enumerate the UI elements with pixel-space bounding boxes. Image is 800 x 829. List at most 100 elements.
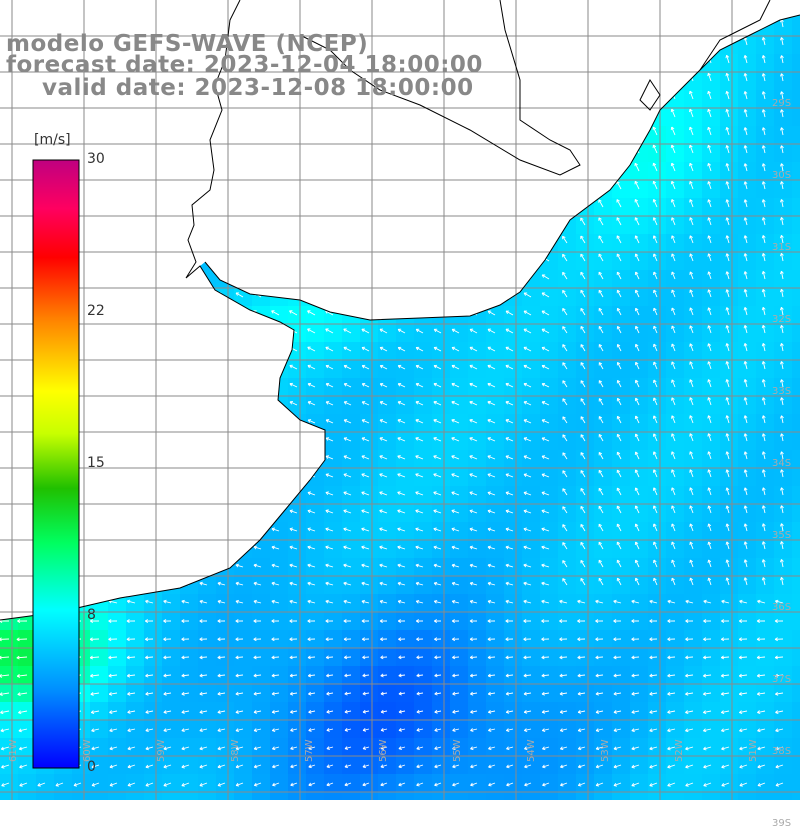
field-cell	[234, 216, 253, 235]
wind-arrow	[581, 38, 585, 45]
field-cell	[702, 378, 721, 397]
field-cell	[738, 144, 757, 163]
wind-arrow	[164, 383, 171, 387]
field-cell	[486, 234, 505, 253]
field-cell	[360, 594, 379, 613]
wind-arrow	[75, 148, 81, 153]
wind-arrow	[20, 293, 27, 297]
field-cell	[792, 72, 800, 91]
field-cell	[486, 774, 505, 793]
field-cell	[126, 396, 145, 415]
wind-arrow	[617, 20, 621, 27]
wind-arrow	[20, 492, 27, 495]
field-cell	[144, 540, 163, 559]
field-cell	[342, 324, 361, 343]
field-cell	[702, 90, 721, 109]
field-cell	[306, 522, 325, 541]
wind-arrow	[109, 564, 117, 567]
field-cell	[432, 252, 451, 271]
field-cell	[630, 0, 649, 19]
field-cell	[540, 90, 559, 109]
wind-arrow	[254, 492, 261, 495]
field-cell	[252, 558, 271, 577]
field-cell	[252, 504, 271, 523]
field-cell	[648, 198, 667, 217]
wind-arrow	[453, 22, 459, 27]
field-cell	[324, 126, 343, 145]
field-cell	[720, 486, 739, 505]
wind-arrow	[128, 293, 135, 297]
field-cell	[648, 756, 667, 775]
field-cell	[90, 558, 109, 577]
field-cell	[594, 360, 613, 379]
field-cell	[540, 774, 559, 793]
field-cell	[630, 288, 649, 307]
field-cell	[288, 144, 307, 163]
field-cell	[378, 342, 397, 361]
wind-arrow	[165, 130, 171, 135]
field-cell	[378, 774, 397, 793]
wind-arrow	[129, 184, 135, 189]
field-cell	[324, 450, 343, 469]
field-cell	[630, 234, 649, 253]
field-cell	[576, 54, 595, 73]
wind-arrow	[3, 130, 9, 135]
field-cell	[630, 468, 649, 487]
wind-arrow	[146, 257, 153, 261]
wind-arrow	[184, 22, 189, 27]
field-cell	[252, 306, 271, 325]
field-cell	[252, 738, 271, 757]
field-cell	[612, 90, 631, 109]
wind-arrow	[272, 456, 279, 459]
wind-arrow	[635, 38, 639, 45]
wind-arrow	[291, 221, 297, 225]
field-cell	[396, 342, 415, 361]
field-cell	[630, 432, 649, 451]
field-cell	[540, 504, 559, 523]
field-cell	[666, 162, 685, 181]
field-cell	[558, 378, 577, 397]
field-cell	[252, 0, 271, 19]
field-cell	[288, 468, 307, 487]
field-cell	[504, 414, 523, 433]
field-cell	[756, 342, 775, 361]
wind-arrow	[416, 293, 423, 297]
wind-arrow	[309, 167, 315, 171]
wind-arrow	[39, 112, 45, 117]
field-cell	[594, 504, 613, 523]
field-cell	[342, 396, 361, 415]
wind-arrow	[525, 148, 531, 153]
field-cell	[306, 576, 325, 595]
field-cell	[180, 342, 199, 361]
wind-arrow	[128, 456, 135, 459]
field-cell	[450, 450, 469, 469]
field-cell	[468, 414, 487, 433]
field-cell	[468, 738, 487, 757]
wind-arrow	[524, 275, 531, 279]
wind-arrow	[182, 347, 189, 351]
field-cell	[666, 0, 685, 19]
wind-arrow	[381, 166, 387, 171]
field-cell	[144, 288, 163, 307]
wind-arrow	[471, 166, 477, 171]
wind-arrow	[254, 419, 261, 423]
field-cell	[684, 378, 703, 397]
field-cell	[126, 360, 145, 379]
field-cell	[360, 540, 379, 559]
field-cell	[360, 450, 379, 469]
lon-label: 54W	[526, 739, 537, 762]
field-cell	[108, 558, 127, 577]
field-cell	[486, 594, 505, 613]
wind-arrow	[129, 112, 135, 117]
field-cell	[108, 216, 127, 235]
field-cell	[558, 342, 577, 361]
wind-arrow	[236, 456, 243, 459]
field-cell	[234, 486, 253, 505]
wind-arrow	[308, 239, 315, 243]
wind-arrow	[146, 221, 153, 225]
field-cell	[306, 432, 325, 451]
field-cell	[576, 792, 595, 800]
field-cell	[666, 36, 685, 55]
field-cell	[594, 774, 613, 793]
wind-arrow	[489, 257, 495, 261]
